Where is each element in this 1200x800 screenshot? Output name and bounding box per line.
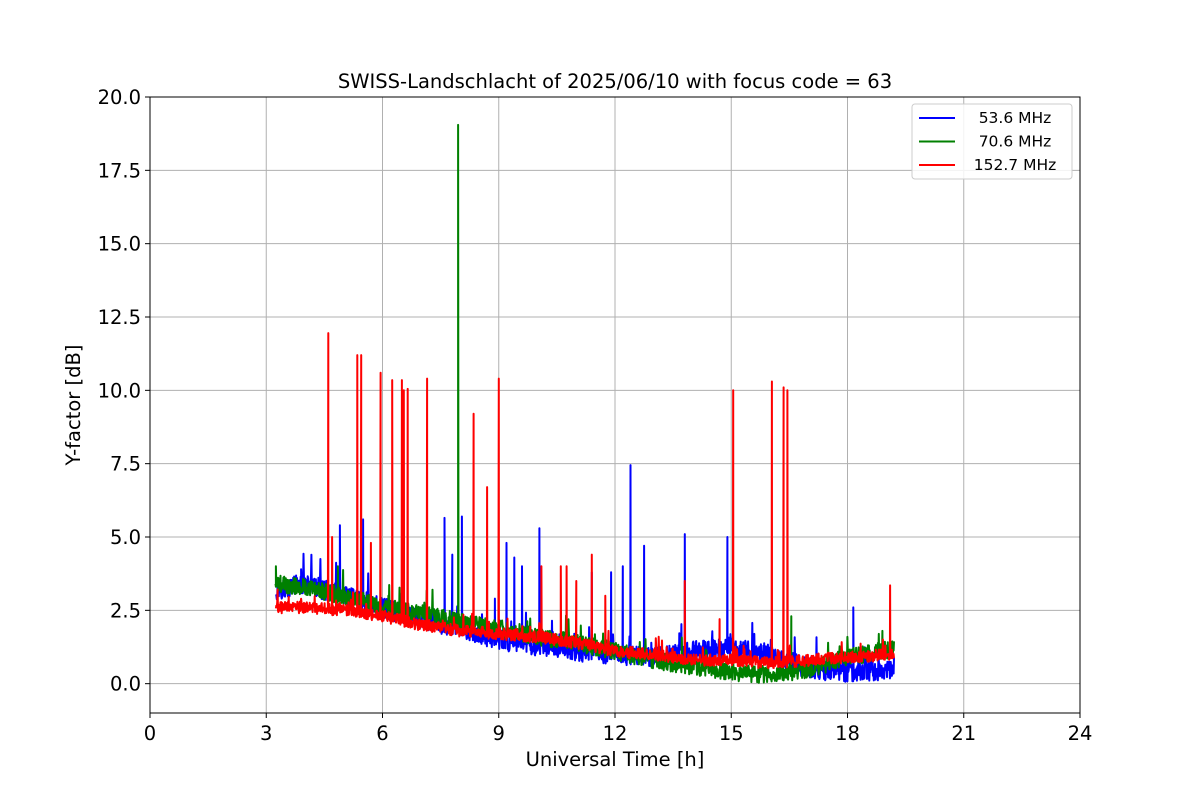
- x-tick-label: 0: [144, 722, 156, 745]
- legend-entries: 53.6 MHz 70.6 MHz 152.7 MHz: [919, 109, 1056, 174]
- legend-label: 70.6 MHz: [979, 133, 1052, 151]
- x-tick-label: 9: [493, 722, 505, 745]
- y-tick-label: 0.0: [110, 673, 141, 696]
- y-tick-label: 7.5: [110, 453, 141, 476]
- legend-label: 152.7 MHz: [974, 156, 1056, 174]
- series-line-3: [274, 332, 895, 670]
- y-tick-label: 2.5: [110, 599, 141, 622]
- series-layer: [274, 123, 895, 684]
- x-tick-label: 12: [603, 722, 628, 745]
- legend-box: [911, 103, 1073, 180]
- x-tick-label: 24: [1068, 722, 1093, 745]
- x-tick-label: 18: [835, 722, 860, 745]
- x-axis-label: Universal Time [h]: [526, 748, 705, 771]
- y-tick-label: 15.0: [98, 233, 141, 256]
- y-tick-label: 10.0: [98, 379, 141, 402]
- y-axis-label: Y-factor [dB]: [62, 345, 85, 467]
- y-tick-label: 5.0: [110, 526, 141, 549]
- y-axis-ticks: 0.0 2.5 5.0 7.5 10.0 12.5 15.0 17.5 20.0: [98, 86, 150, 696]
- x-tick-label: 3: [260, 722, 272, 745]
- x-tick-label: 21: [951, 722, 976, 745]
- y-tick-label: 17.5: [98, 159, 141, 182]
- y-tick-label: 12.5: [98, 306, 141, 329]
- x-tick-label: 6: [376, 722, 388, 745]
- chart-title: SWISS-Landschlacht of 2025/06/10 with fo…: [338, 70, 892, 93]
- y-tick-label: 20.0: [98, 86, 141, 109]
- legend: 53.6 MHz 70.6 MHz 152.7 MHz: [911, 103, 1073, 180]
- x-tick-label: 15: [719, 722, 744, 745]
- x-axis-ticks: 0 3 6 9 12 15 18 21 24: [144, 713, 1093, 745]
- legend-label: 53.6 MHz: [979, 109, 1052, 127]
